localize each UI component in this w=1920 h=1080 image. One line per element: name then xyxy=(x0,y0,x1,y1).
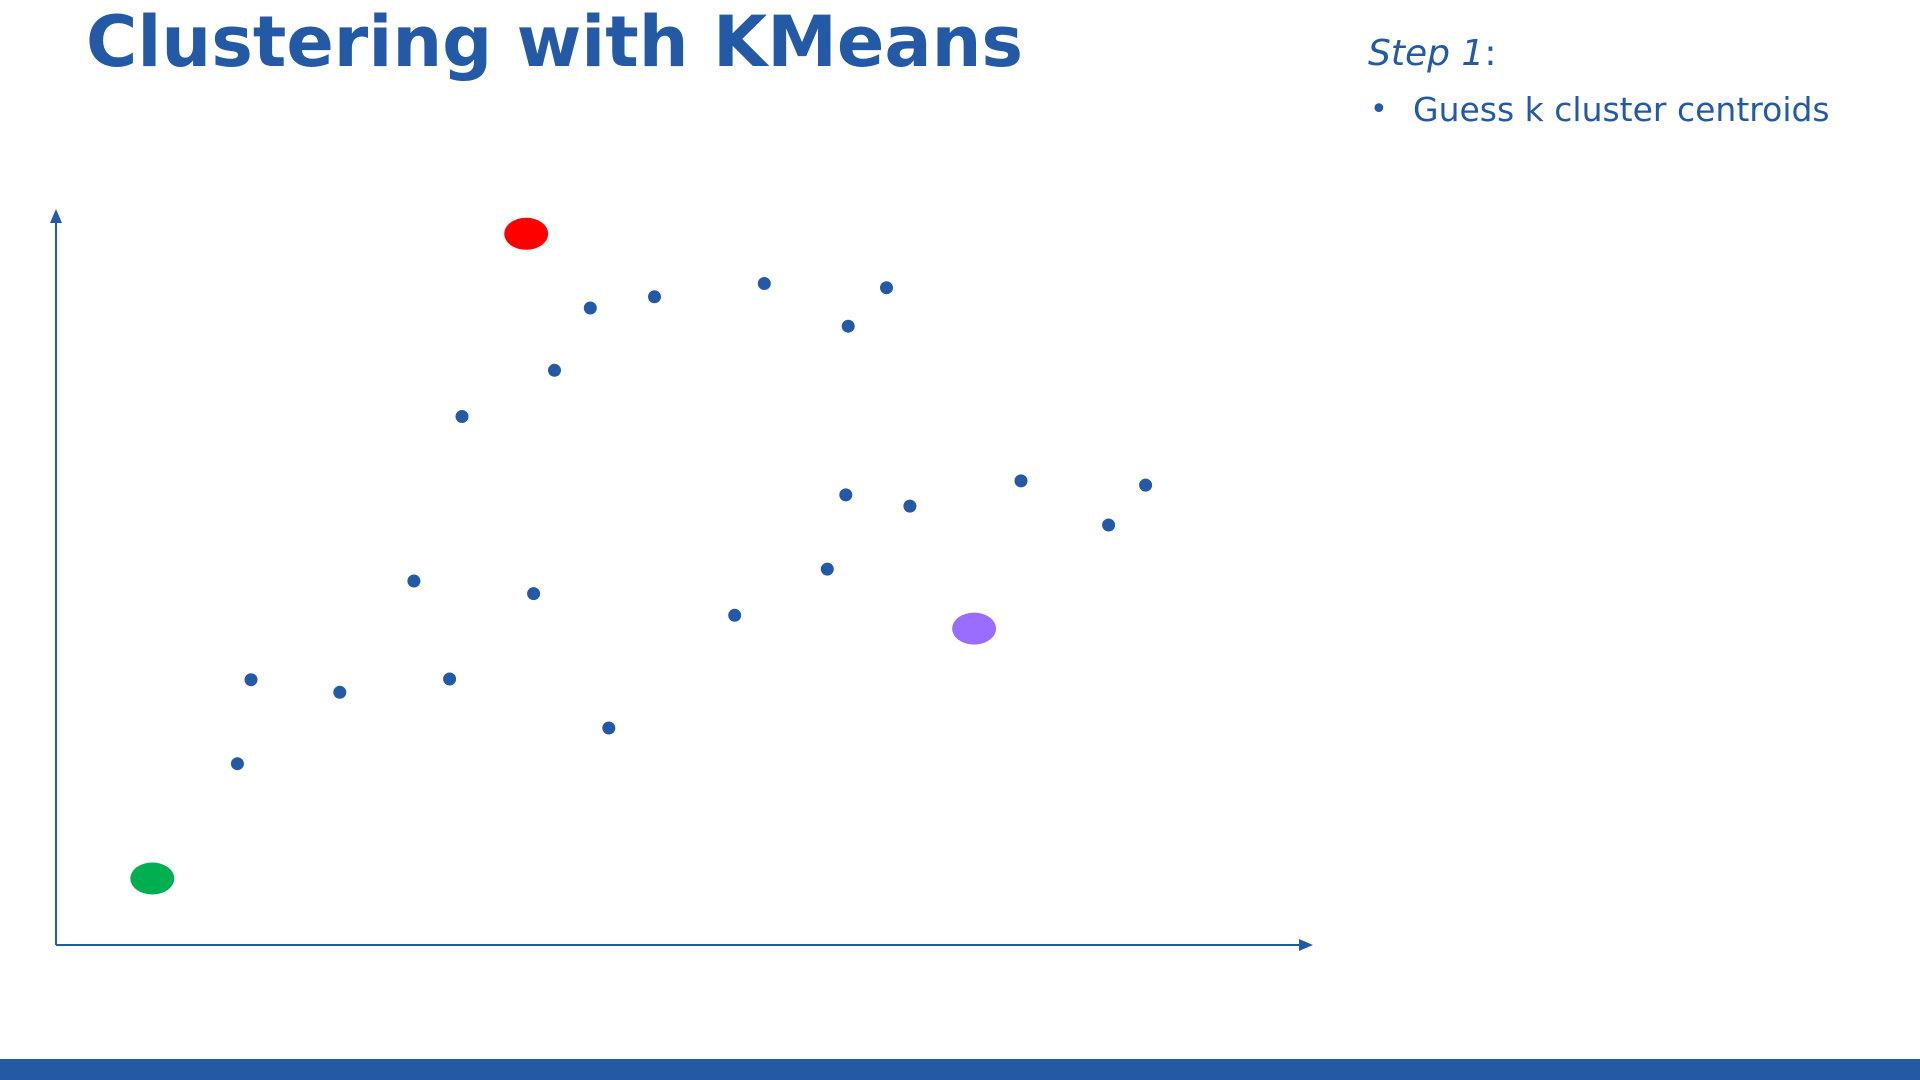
step-label: Step 1 xyxy=(1368,33,1485,74)
centroids xyxy=(130,217,997,895)
data-point xyxy=(244,673,258,687)
step-colon: : xyxy=(1484,33,1497,74)
data-point xyxy=(455,410,469,423)
data-point xyxy=(1014,474,1028,488)
chart-axes xyxy=(50,209,1313,951)
centroid-point xyxy=(952,612,997,645)
data-point xyxy=(527,587,541,601)
data-point xyxy=(1102,518,1116,532)
data-point xyxy=(839,488,853,502)
bullet-icon: • xyxy=(1370,92,1388,127)
data-point xyxy=(728,608,742,622)
step-heading: Step 1: xyxy=(1368,28,1830,80)
step-bullet-item: • Guess k cluster centroids xyxy=(1368,86,1830,134)
data-point xyxy=(841,319,855,333)
data-point xyxy=(333,685,347,699)
centroid-point xyxy=(130,862,175,895)
x-axis-arrowhead xyxy=(1299,939,1313,951)
centroid-point xyxy=(504,217,549,250)
data-point xyxy=(443,672,457,686)
data-point xyxy=(602,721,616,735)
data-point xyxy=(583,301,597,315)
data-point xyxy=(407,574,421,588)
data-point xyxy=(648,290,661,304)
data-points xyxy=(230,277,1153,771)
data-point xyxy=(903,499,917,513)
data-point xyxy=(230,757,244,771)
data-point xyxy=(757,277,771,290)
y-axis-arrowhead xyxy=(50,209,62,223)
data-point xyxy=(548,363,561,377)
step-bullet-list: • Guess k cluster centroids xyxy=(1368,86,1830,134)
slide-title: Clustering with KMeans xyxy=(86,1,1024,83)
data-point xyxy=(1139,478,1153,492)
footer-bar xyxy=(0,1059,1920,1080)
data-point xyxy=(820,562,834,576)
step-block: Step 1: • Guess k cluster centroids xyxy=(1368,28,1830,134)
step-bullet-text: Guess k cluster centroids xyxy=(1413,90,1830,129)
data-point xyxy=(880,281,893,295)
